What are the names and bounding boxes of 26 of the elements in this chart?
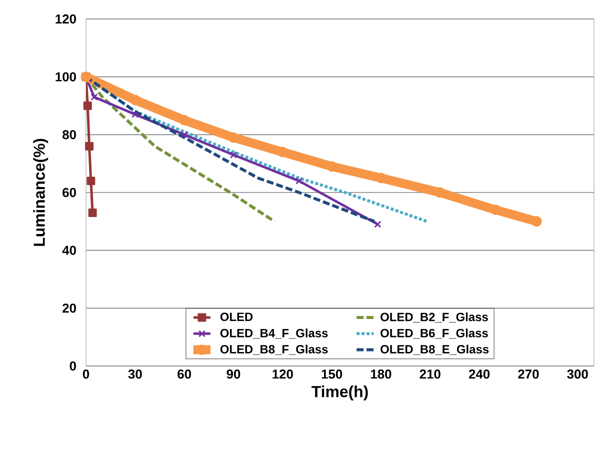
x-tick-label: 120 bbox=[272, 370, 293, 379]
legend-label: OLED_B8_F_Glass bbox=[220, 344, 328, 355]
x-tick-label: 90 bbox=[226, 370, 240, 379]
y-tick-label: 120 bbox=[56, 14, 76, 24]
y-tick-label: 100 bbox=[56, 72, 76, 82]
legend-label: OLED bbox=[220, 312, 253, 322]
x-tick-label: 300 bbox=[567, 370, 588, 379]
y-tick-label: 0 bbox=[70, 361, 76, 371]
legend-label: OLED_B8_E_Glass bbox=[380, 344, 489, 355]
x-tick-label: 210 bbox=[420, 370, 440, 379]
legend-label: OLED_B2_F_Glass bbox=[380, 312, 488, 323]
y-tick-label: 60 bbox=[62, 188, 76, 198]
legend-label: OLED_B6_F_Glass bbox=[380, 328, 488, 339]
y-tick-label: 20 bbox=[62, 304, 76, 313]
y-tick-label: 40 bbox=[62, 246, 76, 255]
legend-label: OLED_B4_F_Glass bbox=[220, 328, 328, 339]
y-axis-title: Luminance(%) bbox=[33, 138, 48, 246]
x-axis-title: Time(h) bbox=[312, 386, 368, 400]
y-tick-label: 80 bbox=[62, 130, 76, 140]
x-tick-label: 150 bbox=[322, 370, 342, 379]
x-tick-label: 270 bbox=[518, 370, 539, 379]
x-tick-label: 240 bbox=[468, 370, 490, 379]
x-tick-label: 30 bbox=[128, 370, 142, 379]
x-tick-label: 60 bbox=[178, 370, 191, 379]
x-tick-label: 0 bbox=[82, 370, 90, 379]
x-tick-label: 180 bbox=[370, 370, 392, 379]
